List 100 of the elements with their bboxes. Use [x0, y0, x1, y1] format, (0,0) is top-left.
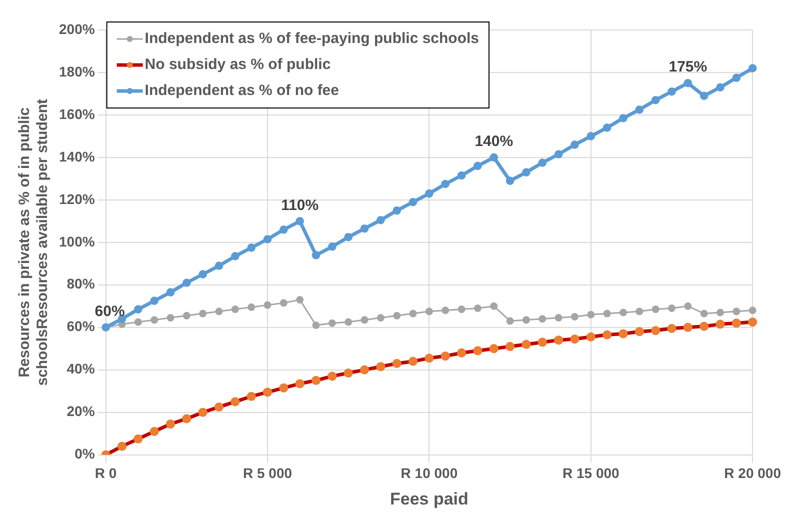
point: [409, 310, 417, 318]
point: [392, 206, 402, 215]
point: [684, 78, 692, 88]
point: [360, 365, 370, 374]
x-tick-label: R 10 000: [400, 465, 458, 482]
point: [538, 315, 546, 323]
point: [182, 278, 191, 287]
point: [231, 306, 239, 314]
point: [393, 312, 401, 320]
y-tick-label: 160%: [58, 106, 96, 122]
point: [376, 362, 386, 372]
point: [651, 326, 660, 336]
legend-label: No subsidy as % of public: [144, 56, 331, 74]
y-tick-label: 180%: [58, 63, 96, 80]
point: [652, 306, 660, 314]
point: [489, 344, 498, 354]
y-axis-title: Resources in private as % of in public schoolsResources available per student: [16, 99, 52, 386]
point: [506, 317, 514, 325]
point: [456, 348, 466, 358]
point: [360, 316, 368, 324]
point: [117, 442, 127, 451]
point: [214, 402, 224, 412]
point: [215, 308, 223, 316]
data-label: 175%: [668, 58, 708, 76]
point: [376, 314, 384, 322]
point: [360, 224, 369, 233]
point: [490, 302, 498, 310]
x-tick-label: R 20 000: [724, 465, 782, 482]
point: [134, 318, 142, 326]
y-tick-label: 140%: [58, 148, 96, 164]
point: [684, 302, 692, 310]
point: [522, 340, 531, 349]
point: [344, 368, 353, 378]
x-tick-label: R 5 000: [242, 465, 292, 482]
point: [296, 217, 304, 226]
point: [748, 64, 757, 72]
point: [247, 244, 256, 252]
point: [392, 358, 402, 368]
point: [440, 351, 450, 361]
point: [732, 308, 740, 316]
point: [408, 198, 418, 206]
point: [554, 314, 562, 322]
point: [570, 312, 578, 320]
point: [295, 379, 304, 388]
point: [602, 330, 612, 340]
point: [150, 426, 159, 436]
data-label: 140%: [474, 133, 514, 150]
point: [618, 329, 628, 338]
data-label: 60%: [94, 303, 125, 320]
point: [636, 308, 644, 316]
point: [262, 388, 272, 397]
legend-label: Independent as % of fee-paying public schools: [144, 30, 480, 48]
point: [554, 150, 563, 158]
point: [700, 92, 708, 100]
x-tick-label: R 15 000: [562, 465, 620, 482]
point: [522, 316, 530, 324]
point: [408, 356, 418, 366]
point: [150, 296, 158, 305]
point: [716, 83, 724, 92]
point: [198, 408, 208, 417]
point: [296, 296, 304, 304]
point: [716, 320, 725, 329]
point: [474, 162, 482, 170]
point: [474, 304, 482, 312]
point: [457, 171, 466, 180]
point: [328, 372, 337, 381]
point: [668, 304, 676, 312]
point: [683, 322, 692, 332]
point: [506, 176, 514, 185]
y-tick-label: 40%: [66, 360, 96, 377]
point: [425, 308, 433, 316]
y-tick-label: 20%: [66, 403, 96, 420]
point: [586, 132, 596, 140]
point: [554, 336, 564, 345]
point: [214, 262, 224, 270]
point: [264, 301, 272, 309]
x-axis-title: Fees paid: [390, 489, 468, 508]
point: [344, 318, 352, 326]
point: [312, 321, 320, 329]
point: [280, 299, 288, 307]
point: [441, 180, 450, 188]
point: [230, 397, 240, 406]
point: [134, 434, 143, 444]
point: [651, 96, 660, 104]
point: [328, 242, 336, 251]
point: [166, 288, 175, 296]
point: [700, 322, 709, 331]
point: [668, 87, 676, 96]
point: [166, 419, 176, 429]
point: [442, 306, 450, 314]
point: [667, 324, 676, 333]
point: [602, 124, 612, 132]
point: [280, 226, 288, 234]
point: [732, 318, 741, 328]
point: [490, 153, 498, 162]
point: [182, 414, 192, 424]
point: [198, 270, 207, 278]
point: [505, 342, 515, 352]
point: [619, 308, 627, 316]
point: [635, 106, 644, 114]
